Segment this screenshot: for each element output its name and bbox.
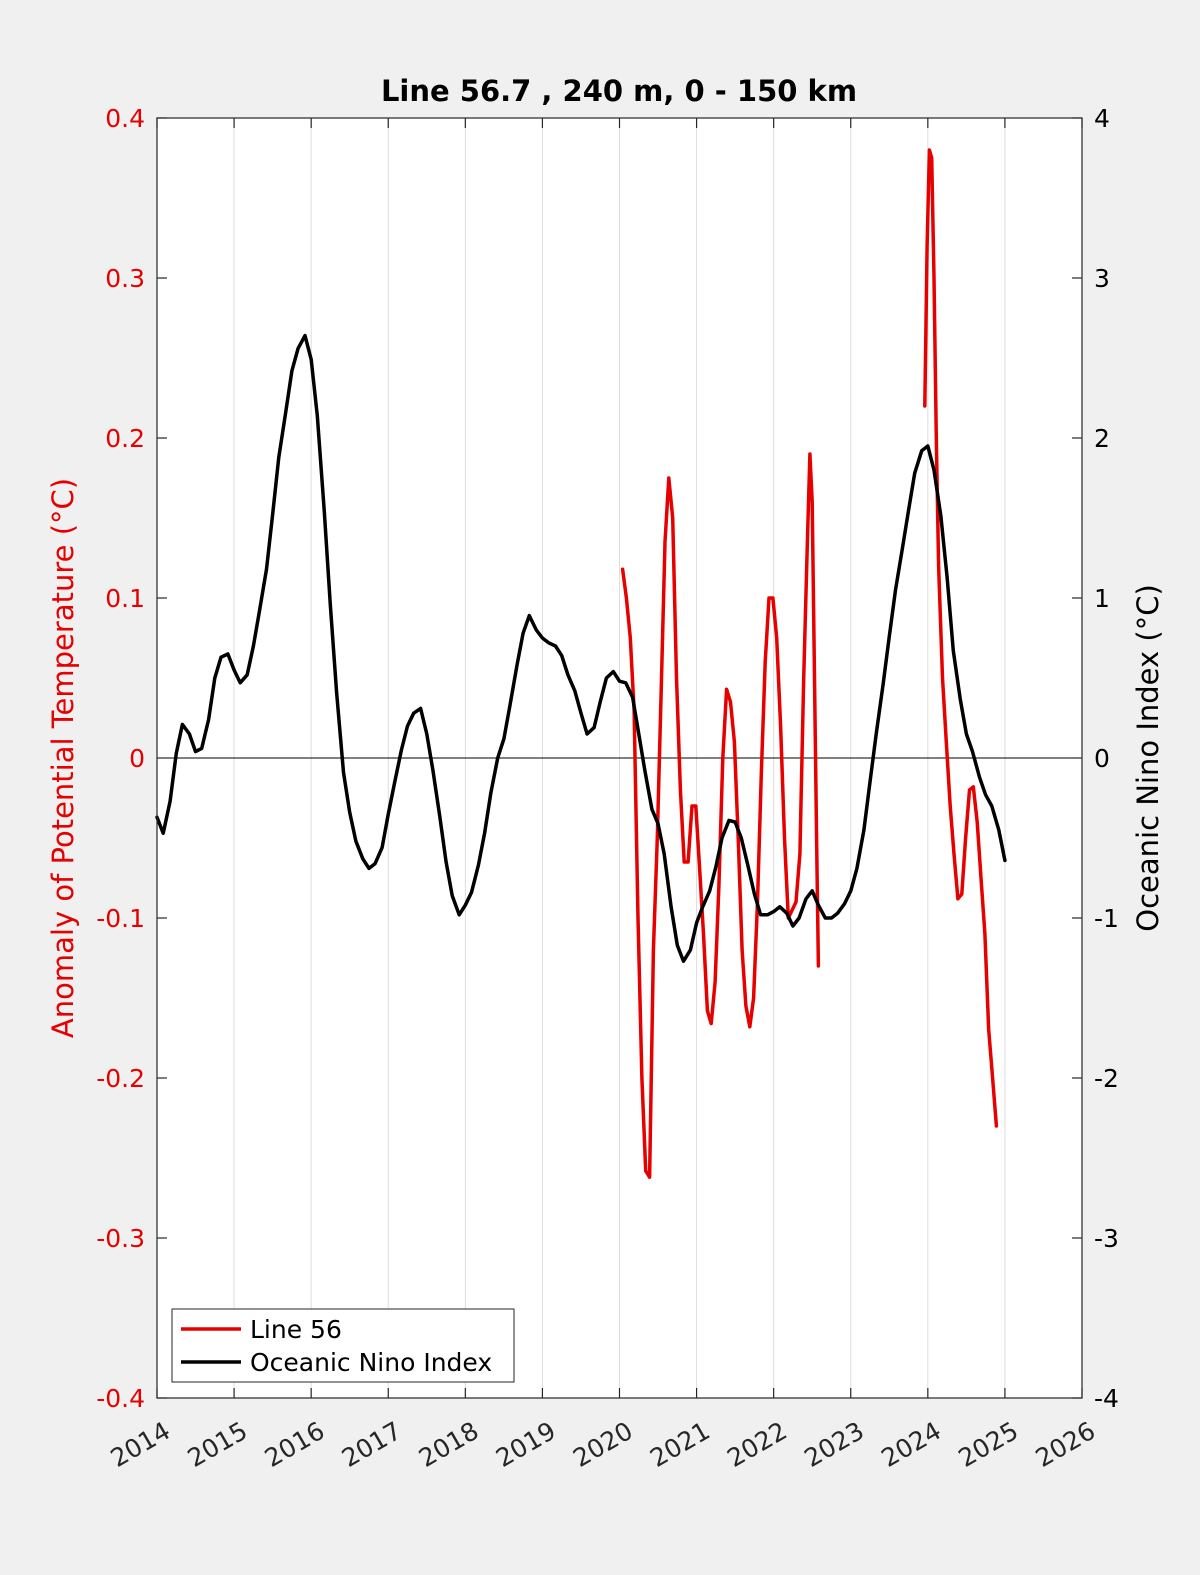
- legend-label-oni: Oceanic Nino Index: [250, 1348, 492, 1377]
- y-left-tick-label: -0.2: [96, 1064, 145, 1093]
- series-line56-segment-0: [620, 452, 821, 1179]
- y-right-tick-label: 4: [1094, 104, 1110, 133]
- y-left-tick-label: -0.1: [96, 904, 145, 933]
- legend-box: [171, 1308, 515, 1383]
- series-oni-line: [155, 333, 1007, 963]
- y-right-tick-label: 0: [1094, 744, 1110, 773]
- y-axis-right: -4 -3 -2 -1 0 1 2 3 4: [1072, 104, 1119, 1413]
- series-layer: [155, 148, 1007, 1179]
- y-axis-left: -0.4 -0.3 -0.2 -0.1 0 0.1 0.2 0.3 0.4: [96, 104, 167, 1413]
- y-right-tick-label: 2: [1094, 424, 1110, 453]
- y-left-tick-label: 0.4: [105, 104, 145, 133]
- y-left-tick-label: 0: [129, 744, 145, 773]
- y-left-tick-label: -0.3: [96, 1224, 145, 1253]
- series-line56-segment-1: [923, 148, 999, 1128]
- y-right-tick-label: -2: [1094, 1064, 1119, 1093]
- y-left-tick-label: -0.4: [96, 1384, 145, 1413]
- y-axis-right-label: Oceanic Nino Index (°C): [1131, 584, 1165, 932]
- chart-title: Line 56.7 , 240 m, 0 - 150 km: [381, 74, 857, 108]
- y-left-tick-label: 0.3: [105, 264, 145, 293]
- legend: Line 56 Oceanic Nino Index: [171, 1308, 515, 1383]
- legend-label-line56: Line 56: [250, 1315, 342, 1344]
- y-axis-left-label: Anomaly of Potential Temperature (°C): [46, 478, 80, 1038]
- y-left-tick-label: 0.1: [105, 584, 145, 613]
- y-right-tick-label: 1: [1094, 584, 1110, 613]
- y-right-tick-label: -4: [1094, 1384, 1119, 1413]
- y-right-tick-label: -3: [1094, 1224, 1119, 1253]
- y-right-tick-label: -1: [1094, 904, 1119, 933]
- y-right-tick-label: 3: [1094, 264, 1110, 293]
- y-left-tick-label: 0.2: [105, 424, 145, 453]
